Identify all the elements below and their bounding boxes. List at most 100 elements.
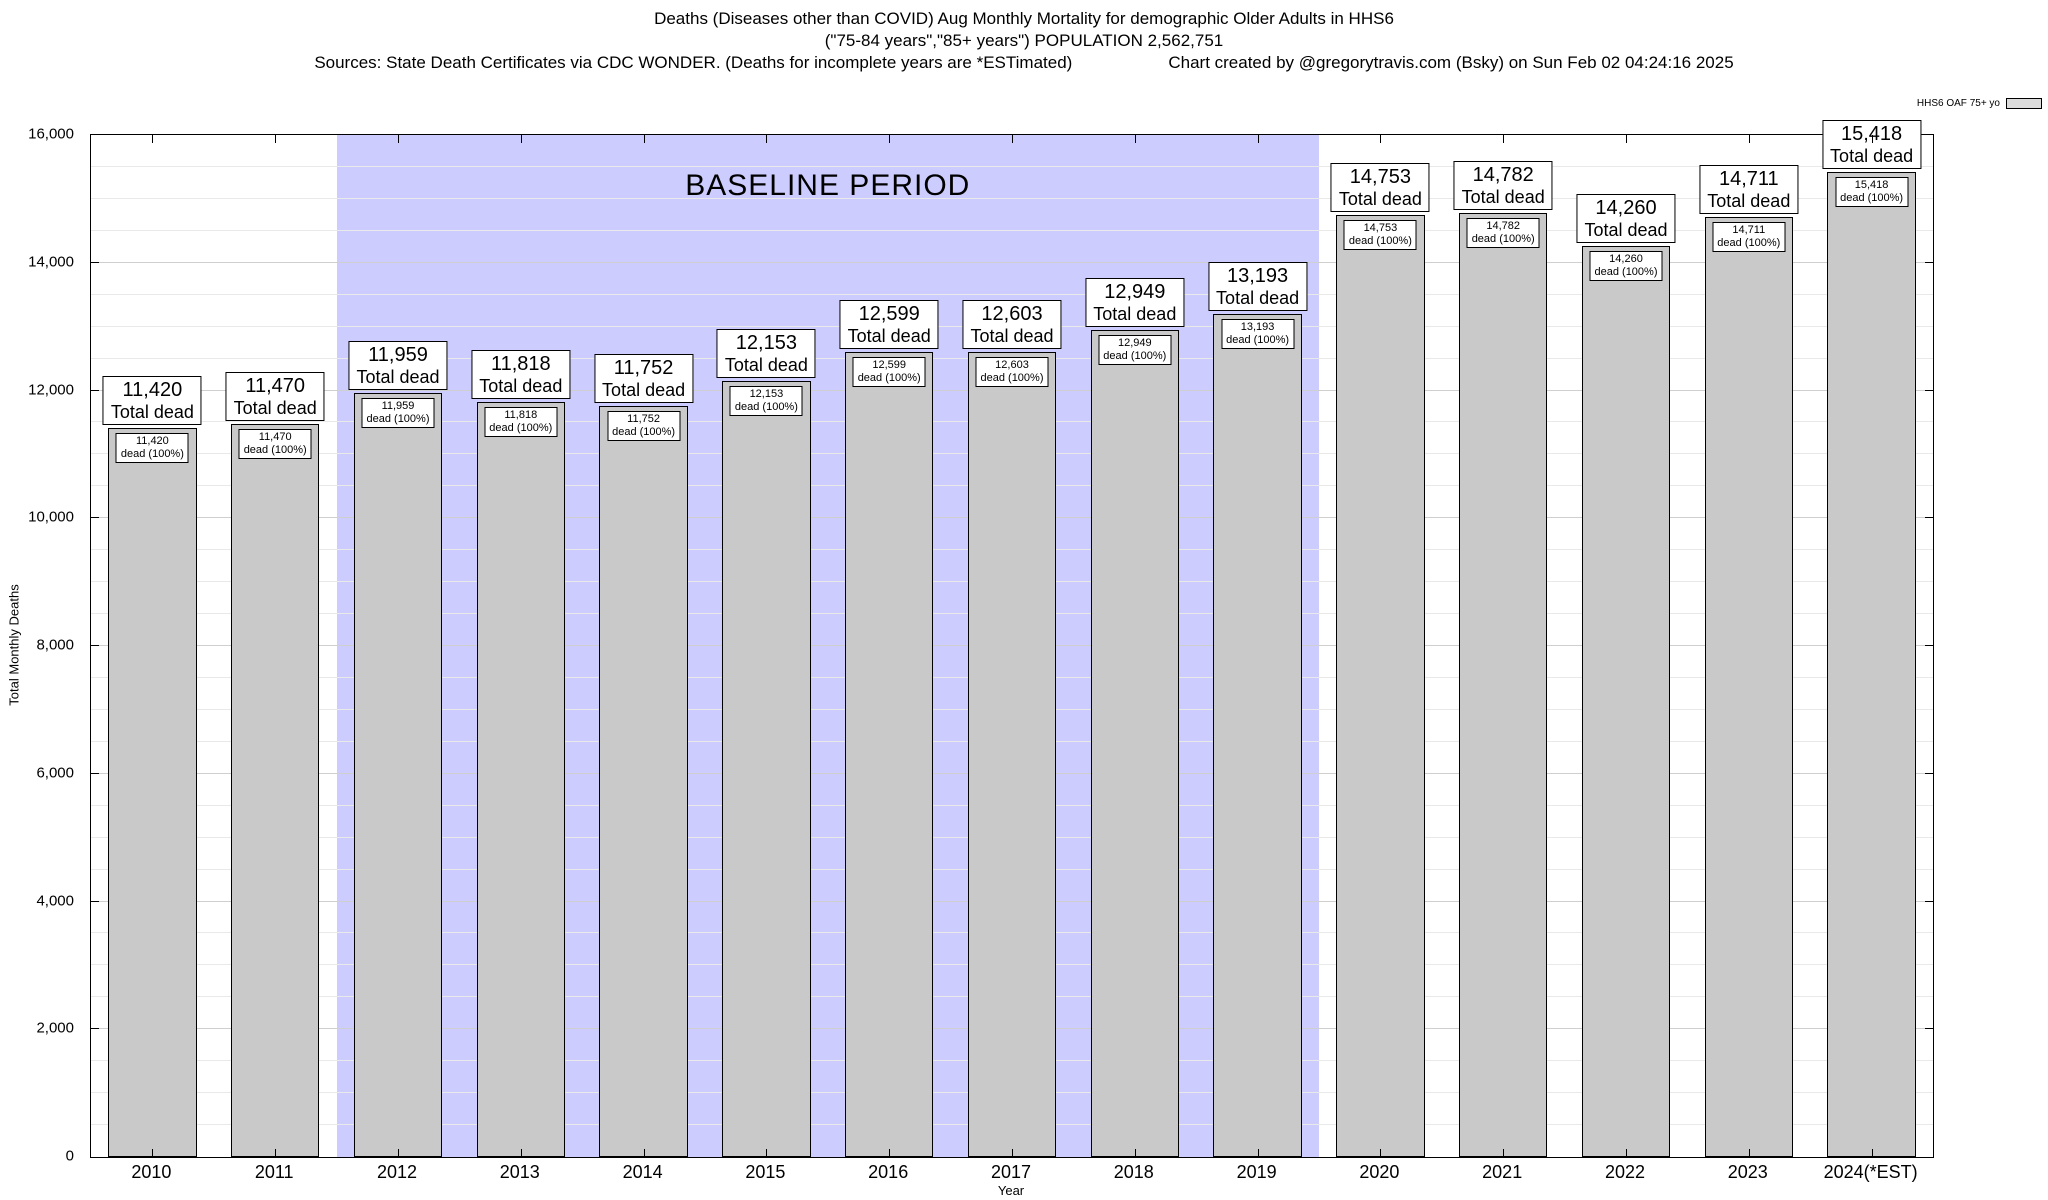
x-tick-mark [643, 135, 645, 143]
bar-inline-value: 11,959 [381, 400, 415, 413]
bar [1458, 212, 1548, 1157]
bar-inline-value: 11,818 [504, 409, 538, 422]
x-tick-mark [275, 135, 277, 143]
y-tick-mark [91, 645, 99, 646]
y-tick-label: 12,000 [28, 381, 74, 398]
x-tick-mark [520, 135, 522, 143]
chart-title: Deaths (Diseases other than COVID) Aug M… [654, 9, 1394, 28]
bar-inline-suffix: dead (100%) [612, 426, 676, 439]
x-tick-mark [152, 1149, 154, 1157]
bar [1827, 172, 1916, 1157]
y-tick-mark [91, 261, 99, 263]
x-tick-mark [1871, 135, 1873, 143]
bar-inline-suffix: dead (100%) [734, 400, 798, 413]
chart-source-line: Sources: State Death Certificates via CD… [0, 52, 2048, 74]
bar-total-value: 11,470 [245, 375, 306, 398]
x-tick-mark [1012, 1149, 1013, 1157]
bar-inline-label: 11,959 dead (100%) [361, 398, 435, 429]
bar-inline-label: 14,260 dead (100%) [1589, 251, 1663, 282]
bar [476, 402, 565, 1157]
bar-total-value: 11,420 [122, 378, 183, 401]
bar [1704, 217, 1793, 1157]
y-tick-mark [1925, 517, 1933, 519]
bar [967, 351, 1057, 1157]
x-tick-label: 2013 [499, 1162, 540, 1182]
bar-total-label: 14,782 Total dead [1453, 160, 1553, 210]
bar-inline-suffix: dead (100%) [1226, 334, 1290, 347]
x-tick-mark [1871, 1149, 1873, 1157]
bar [844, 352, 934, 1157]
x-tick-mark [1748, 1149, 1750, 1157]
bar-total-value: 14,782 [1472, 163, 1534, 186]
x-tick-label: 2023 [1727, 1162, 1768, 1182]
x-tick-mark [1012, 135, 1013, 143]
x-tick-mark [1748, 135, 1750, 143]
bar-total-label: 15,418 Total dead [1822, 120, 1922, 170]
x-tick-mark [643, 1149, 645, 1157]
y-gridline [91, 165, 1933, 167]
bar-total-suffix: Total dead [847, 326, 931, 347]
bars-layer [91, 135, 1933, 1157]
x-tick-label: 2017 [990, 1162, 1032, 1182]
bar-total-suffix: Total dead [110, 401, 194, 422]
x-tick-mark [1503, 1149, 1505, 1157]
bar [353, 393, 443, 1157]
x-tick-label: 2022 [1604, 1162, 1646, 1182]
bar-total-label: 14,711 Total dead [1699, 165, 1799, 215]
bar-total-value: 11,959 [368, 344, 428, 367]
bar-total-label: 11,470 Total dead [225, 372, 325, 422]
bar-inline-suffix: dead (100%) [489, 422, 553, 435]
bar-inline-suffix: dead (100%) [1840, 192, 1904, 205]
bar-total-value: 15,418 [1841, 123, 1903, 146]
bar-total-value: 14,711 [1718, 168, 1779, 191]
x-tick-mark [1134, 1149, 1136, 1157]
y-tick-mark [1925, 900, 1933, 902]
bar-total-suffix: Total dead [1584, 220, 1668, 241]
y-tick-mark [91, 900, 99, 902]
legend-swatch [2006, 98, 2042, 109]
labels-layer: 11,420 dead (100%) 11,420 Total dead 11,470 d… [91, 120, 1933, 1157]
y-gridline [91, 197, 1933, 199]
bar-total-label: 12,603 Total dead [962, 299, 1062, 349]
x-tick-label: 2011 [254, 1162, 294, 1182]
bar-inline-suffix: dead (100%) [1471, 232, 1535, 245]
bar-inline-label: 14,753 dead (100%) [1343, 219, 1417, 250]
bar-total-value: 11,818 [490, 353, 551, 376]
y-tick-mark [1925, 772, 1933, 774]
chart-header: Deaths (Diseases other than COVID) Aug M… [0, 8, 2048, 74]
bar-inline-value: 11,752 [627, 413, 660, 426]
bar-inline-suffix: dead (100%) [1717, 237, 1781, 250]
bar-total-value: 12,603 [981, 302, 1043, 325]
bar-inline-suffix: dead (100%) [120, 447, 184, 460]
bar-total-label: 11,959 Total dead [348, 341, 448, 391]
bar [108, 427, 197, 1157]
y-tick-mark [91, 389, 99, 391]
bar-total-label: 12,153 Total dead [716, 328, 816, 378]
bar-inline-label: 11,470 dead (100%) [238, 429, 312, 460]
bar-total-suffix: Total dead [1461, 186, 1545, 207]
x-tick-mark [766, 1149, 768, 1157]
bar-inline-suffix: dead (100%) [980, 371, 1044, 384]
bar-total-label: 11,420 Total dead [102, 375, 202, 425]
bar-total-label: 11,752 Total dead [594, 354, 694, 404]
bar-total-suffix: Total dead [356, 367, 440, 388]
bar-inline-value: 14,782 [1486, 219, 1521, 232]
bar-total-suffix: Total dead [1830, 146, 1914, 167]
plot-area: BASELINE PERIOD 11,420 dead (100%) 11,420 T… [90, 120, 1934, 1158]
y-gridline [91, 229, 1933, 231]
bar-total-suffix: Total dead [970, 325, 1054, 346]
y-tick-label: 16,000 [28, 125, 74, 143]
y-tick-mark [1925, 1028, 1933, 1030]
x-tick-mark [152, 135, 154, 143]
bar-total-value: 13,193 [1227, 265, 1289, 288]
bar-inline-label: 12,949 dead (100%) [1098, 334, 1172, 365]
x-tick-mark [1626, 1149, 1627, 1157]
bar-total-value: 12,153 [735, 331, 797, 354]
x-tick-label: 2015 [745, 1162, 786, 1182]
x-tick-label: 2010 [131, 1162, 172, 1182]
bar-total-suffix: Total dead [1338, 188, 1422, 209]
y-tick-label: 6,000 [36, 764, 74, 782]
source-note: Sources: State Death Certificates via CD… [314, 53, 1073, 72]
x-tick-label: 2024(*EST) [1823, 1162, 1918, 1182]
bar-inline-suffix: dead (100%) [366, 413, 430, 426]
